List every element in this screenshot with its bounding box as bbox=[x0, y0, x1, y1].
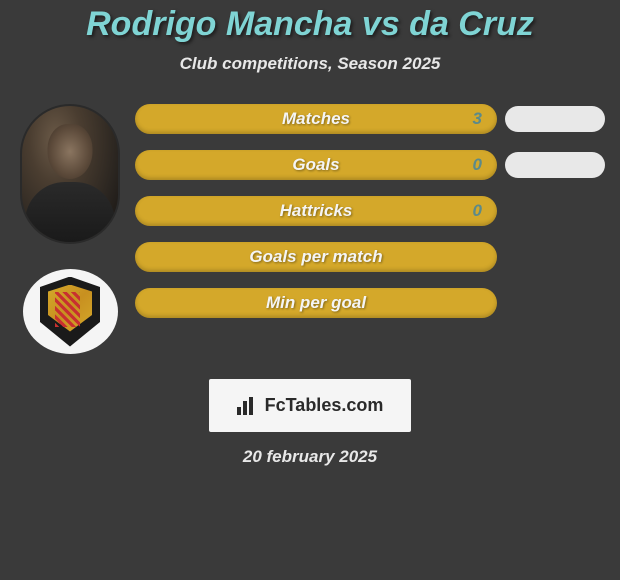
stat-row-goals: Goals 0 bbox=[135, 150, 605, 180]
stats-column: Matches 3 Goals 0 Hattricks 0 bbox=[130, 104, 610, 318]
logo-text: FcTables.com bbox=[265, 395, 384, 416]
comparison-card: Rodrigo Mancha vs da Cruz Club competiti… bbox=[0, 0, 620, 487]
stat-bar: Goals 0 bbox=[135, 150, 497, 180]
stat-value: 3 bbox=[473, 109, 482, 129]
stat-label: Goals per match bbox=[249, 247, 382, 267]
stat-row-mpg: Min per goal bbox=[135, 288, 605, 318]
stat-row-gpm: Goals per match bbox=[135, 242, 605, 272]
subtitle: Club competitions, Season 2025 bbox=[0, 54, 620, 74]
stat-label: Hattricks bbox=[280, 201, 353, 221]
stat-bar: Matches 3 bbox=[135, 104, 497, 134]
date: 20 february 2025 bbox=[243, 447, 377, 467]
stat-row-hattricks: Hattricks 0 bbox=[135, 196, 605, 226]
stat-bar: Goals per match bbox=[135, 242, 497, 272]
stat-value: 0 bbox=[473, 155, 482, 175]
stat-label: Goals bbox=[292, 155, 339, 175]
stat-value: 0 bbox=[473, 201, 482, 221]
page-title: Rodrigo Mancha vs da Cruz bbox=[0, 5, 620, 44]
main-content: Matches 3 Goals 0 Hattricks 0 bbox=[0, 104, 620, 354]
team-logo bbox=[23, 269, 118, 354]
stat-label: Min per goal bbox=[266, 293, 366, 313]
stat-bar: Hattricks 0 bbox=[135, 196, 497, 226]
player-photo bbox=[20, 104, 120, 244]
stat-row-matches: Matches 3 bbox=[135, 104, 605, 134]
team-shield-icon bbox=[40, 277, 100, 347]
stat-label: Matches bbox=[282, 109, 350, 129]
opponent-pill bbox=[505, 152, 605, 178]
player-column bbox=[10, 104, 130, 354]
source-logo: FcTables.com bbox=[209, 379, 412, 432]
chart-icon bbox=[237, 397, 259, 415]
footer: FcTables.com 20 february 2025 bbox=[0, 379, 620, 467]
opponent-pill bbox=[505, 106, 605, 132]
stat-bar: Min per goal bbox=[135, 288, 497, 318]
